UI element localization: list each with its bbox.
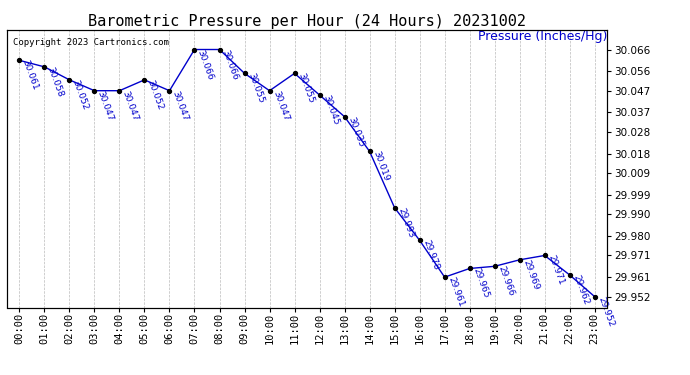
Point bbox=[164, 88, 175, 94]
Text: 30.047: 30.047 bbox=[271, 89, 290, 122]
Text: 29.978: 29.978 bbox=[421, 239, 440, 272]
Text: 30.035: 30.035 bbox=[346, 116, 365, 148]
Point bbox=[214, 46, 225, 53]
Point bbox=[564, 272, 575, 278]
Point bbox=[489, 263, 500, 269]
Text: 30.061: 30.061 bbox=[21, 59, 40, 92]
Point bbox=[439, 274, 450, 280]
Text: 30.047: 30.047 bbox=[121, 89, 140, 122]
Text: 30.045: 30.045 bbox=[321, 94, 340, 126]
Text: 29.961: 29.961 bbox=[446, 276, 465, 309]
Text: 30.058: 30.058 bbox=[46, 66, 65, 98]
Text: 30.066: 30.066 bbox=[221, 48, 240, 81]
Text: 29.993: 29.993 bbox=[396, 206, 415, 239]
Point bbox=[14, 57, 25, 63]
Text: 30.055: 30.055 bbox=[296, 72, 315, 105]
Text: 29.969: 29.969 bbox=[521, 258, 540, 291]
Text: 29.966: 29.966 bbox=[496, 265, 515, 298]
Text: 30.066: 30.066 bbox=[196, 48, 215, 81]
Point bbox=[414, 237, 425, 243]
Text: 29.965: 29.965 bbox=[471, 267, 491, 300]
Title: Barometric Pressure per Hour (24 Hours) 20231002: Barometric Pressure per Hour (24 Hours) … bbox=[88, 14, 526, 29]
Point bbox=[339, 114, 350, 120]
Point bbox=[239, 70, 250, 76]
Point bbox=[64, 77, 75, 83]
Text: 30.052: 30.052 bbox=[146, 78, 165, 111]
Text: 30.019: 30.019 bbox=[371, 150, 391, 183]
Point bbox=[289, 70, 300, 76]
Point bbox=[539, 252, 550, 258]
Point bbox=[514, 257, 525, 263]
Point bbox=[114, 88, 125, 94]
Text: Copyright 2023 Cartronics.com: Copyright 2023 Cartronics.com bbox=[13, 38, 169, 47]
Text: 30.047: 30.047 bbox=[171, 89, 190, 122]
Text: 30.055: 30.055 bbox=[246, 72, 265, 105]
Text: 29.952: 29.952 bbox=[596, 295, 615, 328]
Point bbox=[389, 205, 400, 211]
Text: 29.971: 29.971 bbox=[546, 254, 565, 287]
Text: 30.047: 30.047 bbox=[96, 89, 115, 122]
Point bbox=[589, 294, 600, 300]
Point bbox=[39, 64, 50, 70]
Point bbox=[89, 88, 100, 94]
Point bbox=[464, 266, 475, 272]
Point bbox=[314, 92, 325, 98]
Text: 30.052: 30.052 bbox=[71, 78, 90, 111]
Point bbox=[264, 88, 275, 94]
Point bbox=[364, 148, 375, 154]
Text: Pressure (Inches/Hg): Pressure (Inches/Hg) bbox=[478, 30, 607, 43]
Point bbox=[189, 46, 200, 53]
Text: 29.962: 29.962 bbox=[571, 274, 590, 306]
Point bbox=[139, 77, 150, 83]
